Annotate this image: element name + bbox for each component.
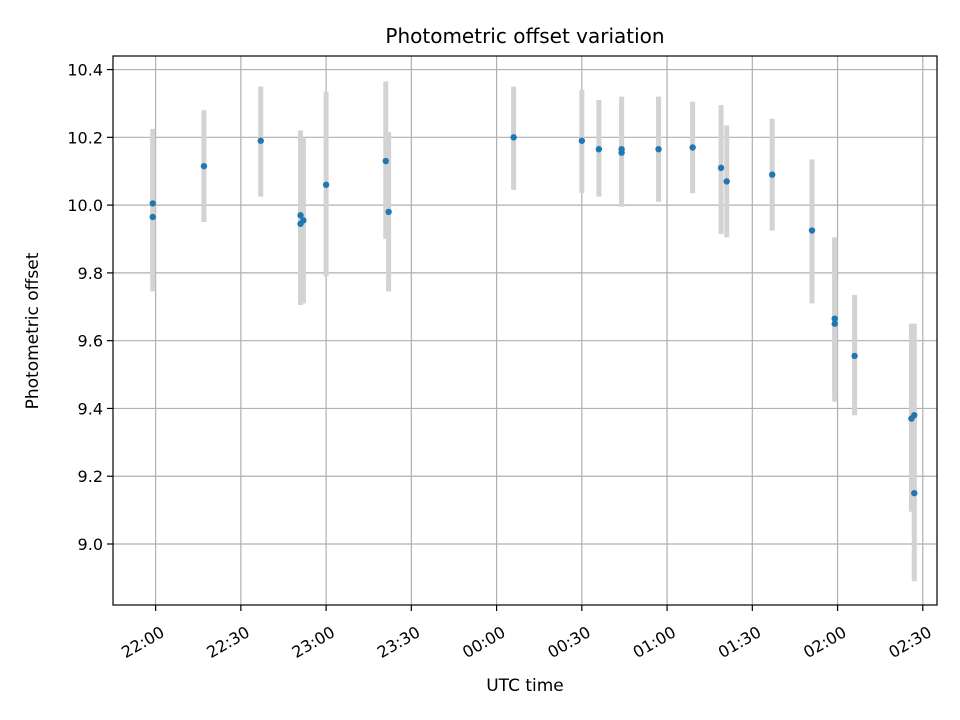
data-point — [911, 412, 918, 419]
data-point — [851, 352, 858, 360]
data-point — [578, 137, 586, 144]
x-tick-label: 23:30 — [374, 622, 423, 662]
y-tick-label: 10.0 — [67, 196, 103, 215]
plot-frame — [112, 55, 938, 606]
data-point — [831, 315, 838, 322]
y-tick-label: 10.4 — [67, 61, 103, 80]
data-point — [595, 145, 603, 153]
x-tick-label: 02:00 — [800, 622, 849, 662]
y-axis-label: Photometric offset — [23, 252, 43, 409]
data-point — [618, 145, 625, 153]
data-point — [385, 208, 392, 216]
data-point — [689, 144, 696, 151]
x-axis-ticks: 22:00 22:30 23:00 23:30 00:00 00:30 01:00 01:30… — [118, 605, 935, 662]
data-point — [510, 134, 517, 141]
data-point — [723, 178, 730, 185]
x-tick-label: 00:30 — [544, 622, 593, 662]
data-points — [149, 134, 918, 497]
y-tick-label: 9.8 — [78, 264, 103, 283]
x-axis-label: UTC time — [486, 676, 564, 696]
x-tick-label: 23:00 — [289, 622, 338, 662]
data-point — [257, 137, 264, 144]
error-bars — [150, 81, 917, 582]
x-tick-label: 01:00 — [630, 622, 679, 662]
x-tick-label: 01:30 — [715, 622, 764, 662]
x-tick-label: 02:30 — [885, 622, 934, 662]
data-point — [297, 212, 304, 219]
data-point — [655, 145, 662, 153]
y-tick-label: 10.2 — [67, 128, 103, 147]
data-point — [200, 162, 208, 170]
chart-title: Photometric offset variation — [385, 24, 664, 48]
data-point — [808, 227, 816, 234]
data-point — [717, 164, 725, 172]
data-point — [322, 181, 330, 188]
y-tick-label: 9.6 — [78, 332, 103, 351]
y-axis-ticks: 9.0 9.2 9.4 9.6 9.8 10.0 10.2 10.4 — [67, 61, 113, 554]
data-point — [149, 213, 156, 221]
y-tick-label: 9.2 — [78, 467, 103, 486]
data-point — [911, 489, 918, 497]
data-point — [149, 200, 156, 207]
data-point — [831, 320, 838, 327]
x-tick-label: 22:00 — [118, 622, 167, 662]
data-point — [382, 157, 389, 165]
grid — [113, 56, 937, 605]
y-tick-label: 9.0 — [78, 535, 103, 554]
x-tick-label: 22:30 — [203, 622, 252, 662]
data-point — [300, 217, 307, 224]
y-tick-label: 9.4 — [78, 399, 103, 418]
data-point — [769, 171, 776, 178]
x-tick-label: 00:00 — [459, 622, 508, 662]
